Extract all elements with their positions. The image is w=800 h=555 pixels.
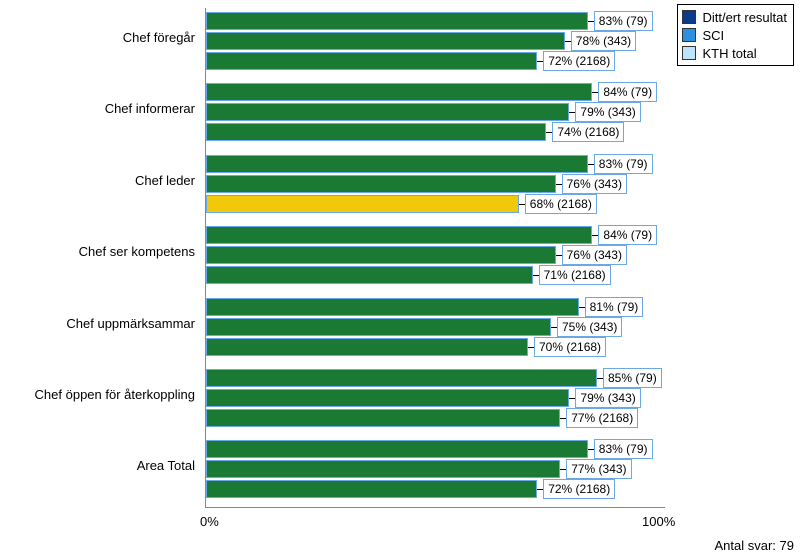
bar xyxy=(206,338,528,356)
legend-swatch xyxy=(682,10,696,24)
bar-group: Chef informerar 84% (79)79% (343)74% (216… xyxy=(0,79,800,150)
legend-label: SCI xyxy=(702,28,724,43)
legend-label: Ditt/ert resultat xyxy=(702,10,787,25)
bar xyxy=(206,175,556,193)
bar xyxy=(206,440,588,458)
bar xyxy=(206,409,560,427)
bar-value-label: 77% (2168) xyxy=(566,408,638,428)
bar xyxy=(206,226,592,244)
bar xyxy=(206,195,519,213)
bar-value-label: 72% (2168) xyxy=(543,51,615,71)
bar-value-label: 76% (343) xyxy=(562,245,627,265)
footer-note: Antal svar: 79 xyxy=(715,538,795,553)
bar xyxy=(206,298,579,316)
legend-swatch xyxy=(682,46,696,60)
bar-group: Chef leder 83% (79)76% (343)68% (2168) xyxy=(0,151,800,222)
legend-item: SCI xyxy=(682,26,787,44)
legend: Ditt/ert resultat SCI KTH total xyxy=(677,4,794,66)
bar-value-label: 79% (343) xyxy=(575,102,640,122)
bar xyxy=(206,246,556,264)
bar xyxy=(206,369,597,387)
bar xyxy=(206,155,588,173)
bar-group: Chef ser kompetens 84% (79)76% (343)71% (… xyxy=(0,222,800,293)
category-label: Chef öppen för återkoppling xyxy=(0,387,195,402)
bar xyxy=(206,83,592,101)
bar-value-label: 81% (79) xyxy=(585,297,644,317)
bar-value-label: 71% (2168) xyxy=(539,265,611,285)
bar xyxy=(206,266,533,284)
bar-group: Chef uppmärksammar 81% (79)75% (343)70% (… xyxy=(0,294,800,365)
bar-value-label: 72% (2168) xyxy=(543,479,615,499)
bar-value-label: 77% (343) xyxy=(566,459,631,479)
bar-value-label: 68% (2168) xyxy=(525,194,597,214)
bar-value-label: 75% (343) xyxy=(557,317,622,337)
bar xyxy=(206,460,560,478)
x-tick-100: 100% xyxy=(642,514,675,529)
bar-value-label: 76% (343) xyxy=(562,174,627,194)
bar xyxy=(206,12,588,30)
bar-value-label: 79% (343) xyxy=(575,388,640,408)
bar xyxy=(206,389,569,407)
bar-value-label: 84% (79) xyxy=(598,225,657,245)
legend-item: KTH total xyxy=(682,44,787,62)
legend-label: KTH total xyxy=(702,46,756,61)
bar-value-label: 84% (79) xyxy=(598,82,657,102)
bar-value-label: 83% (79) xyxy=(594,439,653,459)
category-label: Chef informerar xyxy=(0,101,195,116)
bar xyxy=(206,52,537,70)
category-label: Chef uppmärksammar xyxy=(0,316,195,331)
legend-swatch xyxy=(682,28,696,42)
category-label: Area Total xyxy=(0,458,195,473)
bar-value-label: 83% (79) xyxy=(594,11,653,31)
x-tick-0: 0% xyxy=(200,514,219,529)
category-label: Chef ser kompetens xyxy=(0,244,195,259)
legend-item: Ditt/ert resultat xyxy=(682,8,787,26)
category-label: Chef leder xyxy=(0,173,195,188)
bar xyxy=(206,123,546,141)
bar-chart: 0% 100% Chef föregår83% (79)78% (343)72%… xyxy=(0,0,800,555)
bar-value-label: 78% (343) xyxy=(571,31,636,51)
bar-group: Chef öppen för återkoppling 85% (79)79% (… xyxy=(0,365,800,436)
bar xyxy=(206,103,569,121)
bar xyxy=(206,32,565,50)
bar-groups: Chef föregår83% (79)78% (343)72% (2168)C… xyxy=(0,8,800,508)
bar-value-label: 70% (2168) xyxy=(534,337,606,357)
bar xyxy=(206,318,551,336)
bar-value-label: 85% (79) xyxy=(603,368,662,388)
bar-group: Area Total 83% (79)77% (343)72% (2168) xyxy=(0,436,800,507)
bar xyxy=(206,480,537,498)
bar-value-label: 83% (79) xyxy=(594,154,653,174)
bar-value-label: 74% (2168) xyxy=(552,122,624,142)
category-label: Chef föregår xyxy=(0,30,195,45)
